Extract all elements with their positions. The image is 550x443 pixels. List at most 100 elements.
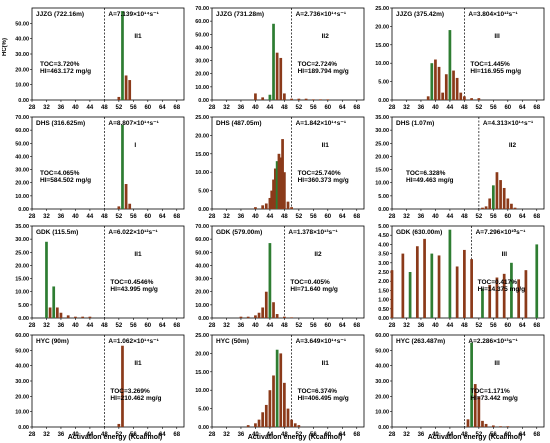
x-tick-label: 56 bbox=[310, 214, 317, 220]
y-tick-label: 50.00 bbox=[195, 250, 209, 256]
y-tick-label: 25.00 bbox=[375, 6, 389, 12]
x-tick-label: 44 bbox=[447, 432, 454, 438]
x-tick-label: 36 bbox=[58, 323, 65, 329]
x-tick-label: 56 bbox=[490, 432, 497, 438]
y-tick-label: 25.00 bbox=[195, 115, 209, 121]
y-tick-label: 40.00 bbox=[195, 263, 209, 269]
frequency-factor-label: A=7.139×10¹⁴s⁻¹ bbox=[108, 11, 158, 18]
bar bbox=[491, 425, 495, 427]
y-tick-label: 3.00 bbox=[378, 261, 389, 267]
y-tick-label: 60.00 bbox=[15, 333, 29, 339]
panel-title: GDK (630.00m) bbox=[396, 229, 442, 236]
x-tick-label: 60 bbox=[504, 214, 511, 220]
y-tick-label: 10.00 bbox=[195, 303, 209, 309]
x-tick-label: 68 bbox=[173, 432, 180, 438]
panel-title: HYC (263.487m) bbox=[396, 338, 445, 345]
x-tick-label: 56 bbox=[130, 214, 137, 220]
panel-6: 0.00 5.00 10.00 15.00 20.00 25.00 30.00 35.00 28… bbox=[375, 115, 545, 220]
y-tick-label: 4.00 bbox=[378, 242, 389, 248]
frequency-factor-label: A=6.022×10¹²s⁻¹ bbox=[108, 229, 157, 236]
y-tick-label: 0.00 bbox=[378, 425, 389, 431]
hi-label: HI=360.373 mg/g bbox=[298, 177, 349, 184]
x-tick-label: 64 bbox=[519, 432, 526, 438]
x-tick-label: 40 bbox=[252, 432, 259, 438]
y-tick-label: 0.00 bbox=[378, 316, 389, 322]
bar bbox=[506, 426, 510, 427]
x-tick-label: 40 bbox=[252, 105, 259, 111]
y-tick-label: 3.50 bbox=[378, 252, 389, 258]
bar bbox=[270, 190, 274, 209]
y-tick-label: 60.00 bbox=[375, 333, 389, 339]
x-tick-label: 56 bbox=[490, 105, 497, 111]
x-tick-label: 44 bbox=[447, 214, 454, 220]
bar bbox=[502, 187, 506, 209]
x-tick-label: 68 bbox=[353, 323, 360, 329]
x-tick-label: 40 bbox=[432, 323, 439, 329]
x-tick-label: 36 bbox=[238, 323, 245, 329]
bar bbox=[466, 419, 470, 427]
y-tick-label: 2.50 bbox=[378, 270, 389, 276]
y-tick-label: 4.50 bbox=[378, 233, 389, 239]
y-tick-label: 60.00 bbox=[15, 128, 29, 134]
bar bbox=[88, 316, 92, 318]
bar bbox=[264, 203, 268, 209]
x-tick-label: 64 bbox=[159, 214, 166, 220]
x-tick-label: 48 bbox=[461, 214, 468, 220]
bar bbox=[506, 198, 510, 209]
x-tick-label: 40 bbox=[72, 432, 79, 438]
x-tick-label: 36 bbox=[418, 214, 425, 220]
y-tick-label: 40.00 bbox=[195, 45, 209, 51]
x-tick-label: 68 bbox=[533, 323, 540, 329]
bar bbox=[52, 286, 56, 318]
hi-label: HI=189.794 mg/g bbox=[298, 68, 349, 75]
bar bbox=[264, 404, 268, 427]
y-tick-label: 25.00 bbox=[375, 141, 389, 147]
bar bbox=[254, 315, 257, 318]
x-tick-label: 48 bbox=[461, 323, 468, 329]
x-tick-label: 40 bbox=[72, 323, 79, 329]
bar bbox=[290, 98, 293, 100]
bar bbox=[319, 99, 322, 100]
x-tick-label: 36 bbox=[238, 214, 245, 220]
hi-label: HI=43.995 mg/g bbox=[110, 286, 158, 293]
frequency-factor-label: A=7.296×10¹⁰s⁻¹ bbox=[476, 228, 526, 236]
x-tick-label: 52 bbox=[296, 432, 303, 438]
bar bbox=[459, 92, 463, 100]
bar bbox=[66, 315, 70, 318]
x-tick-label: 32 bbox=[43, 214, 50, 220]
x-tick-label: 48 bbox=[281, 214, 288, 220]
bar bbox=[470, 342, 473, 427]
bar bbox=[290, 419, 293, 427]
y-tick-label: 30.00 bbox=[15, 379, 29, 385]
panel-title: JJZG (731.28m) bbox=[216, 11, 264, 18]
y-tick-label: 40.00 bbox=[15, 364, 29, 370]
bar bbox=[304, 98, 308, 100]
bar bbox=[513, 207, 517, 209]
panel-frame bbox=[391, 116, 545, 210]
y-tick-label: 10.00 bbox=[15, 410, 29, 416]
panel-title: DHS (1.07m) bbox=[396, 120, 434, 127]
y-tick-label: 60.00 bbox=[195, 19, 209, 25]
x-tick-label: 60 bbox=[324, 105, 331, 111]
y-tick-label: 0.00 bbox=[18, 207, 29, 213]
bar bbox=[390, 270, 394, 318]
x-tick-label: 32 bbox=[43, 105, 50, 111]
x-tick-label: 44 bbox=[447, 323, 454, 329]
panel-title: DHS (316.625m) bbox=[36, 120, 85, 127]
bar bbox=[264, 291, 268, 318]
x-tick-label: 52 bbox=[296, 214, 303, 220]
bar bbox=[128, 80, 132, 100]
x-tick-label: 40 bbox=[252, 214, 259, 220]
x-tick-label: 64 bbox=[339, 432, 346, 438]
kerogen-type-label: II1 bbox=[134, 251, 142, 258]
x-tick-label: 44 bbox=[267, 432, 274, 438]
bar bbox=[455, 266, 459, 318]
y-tick-label: 30.00 bbox=[375, 379, 389, 385]
bar bbox=[272, 375, 275, 427]
bar bbox=[283, 316, 286, 318]
frequency-factor-label: A=2.286×10¹³s⁻¹ bbox=[468, 338, 517, 345]
x-tick-label: 60 bbox=[504, 323, 511, 329]
bar bbox=[128, 203, 132, 209]
y-tick-label: 50.00 bbox=[375, 348, 389, 354]
